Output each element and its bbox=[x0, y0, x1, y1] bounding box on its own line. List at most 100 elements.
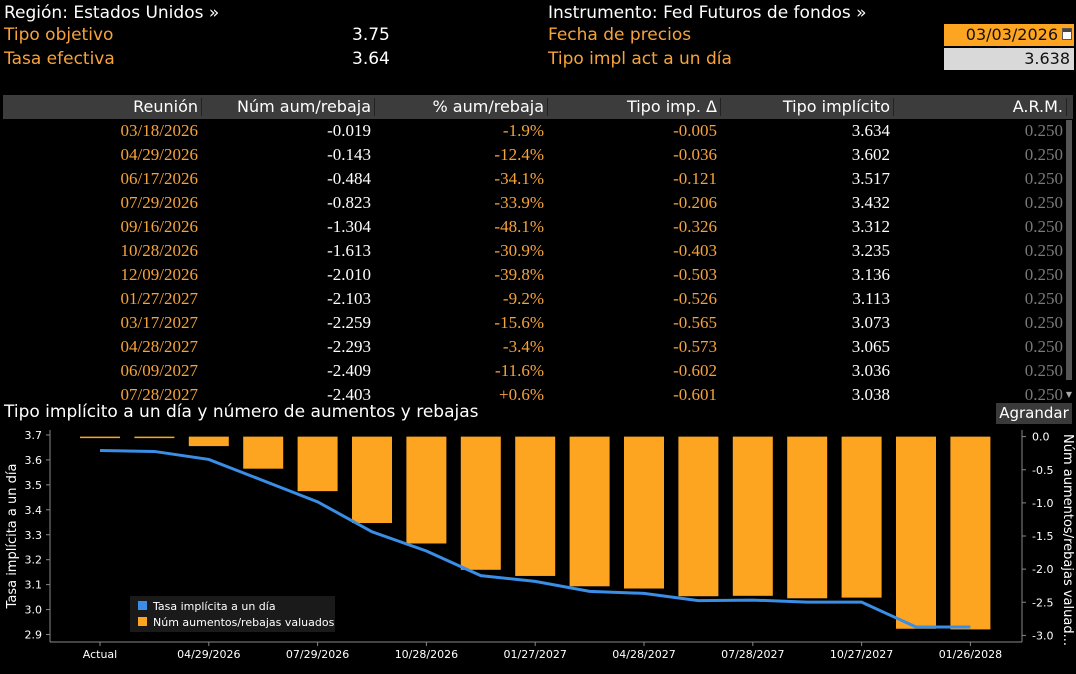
scroll-down-icon[interactable]: ▼ bbox=[1065, 390, 1073, 399]
cell-pct-hikes: -12.4% bbox=[494, 145, 544, 164]
y2-tick-label: -1.0 bbox=[1032, 497, 1053, 510]
cell-meeting-date: 07/29/2026 bbox=[120, 193, 198, 212]
table-row[interactable]: 06/09/2027 -2.409 -11.6% -0.602 3.036 0.250 bbox=[3, 359, 1073, 383]
bar-hikes-09/16/2026 bbox=[352, 436, 392, 524]
x-tick-label: 10/28/2026 bbox=[395, 648, 458, 661]
effective-rate-value: 3.64 bbox=[352, 49, 390, 69]
cell-pct-hikes: -9.2% bbox=[502, 289, 544, 308]
table-row[interactable]: 10/28/2026 -1.613 -30.9% -0.403 3.235 0.250 bbox=[3, 239, 1073, 263]
cell-implied-rate: 3.113 bbox=[852, 289, 890, 308]
bar-hikes-09/15/2027 bbox=[787, 436, 828, 599]
cell-implied-rate: 3.136 bbox=[851, 265, 890, 284]
meetings-table: Reunión Núm aum/rebaja % aum/rebaja Tipo… bbox=[3, 95, 1073, 402]
y2-tick-label: -3.0 bbox=[1032, 629, 1053, 642]
col-header-pct-hikes[interactable]: % aum/rebaja bbox=[376, 95, 548, 119]
cell-num-hikes: -2.259 bbox=[327, 313, 371, 332]
x-tick-label: Actual bbox=[83, 648, 117, 661]
scrollbar-thumb[interactable] bbox=[1066, 120, 1072, 380]
cell-num-hikes: -2.403 bbox=[327, 385, 371, 402]
cell-arm: 0.250 bbox=[1024, 121, 1063, 140]
cell-pct-hikes: -34.1% bbox=[494, 169, 544, 188]
target-rate-value: 3.75 bbox=[352, 25, 390, 45]
cell-arm: 0.250 bbox=[1024, 193, 1063, 212]
x-tick-label: 07/28/2027 bbox=[721, 648, 784, 661]
implied-rate-value: 3.638 bbox=[944, 48, 1074, 70]
table-row[interactable]: 07/29/2026 -0.823 -33.9% -0.206 3.432 0.250 bbox=[3, 191, 1073, 215]
price-date-label: Fecha de precios bbox=[548, 25, 692, 45]
cell-num-hikes: -2.010 bbox=[327, 265, 371, 284]
implied-rate-label: Tipo impl act a un día bbox=[548, 49, 732, 69]
bar-hikes-06/17/2026 bbox=[243, 436, 284, 469]
table-row[interactable]: 03/17/2027 -2.259 -15.6% -0.565 3.073 0.250 bbox=[3, 311, 1073, 335]
cell-pct-hikes: -1.9% bbox=[502, 121, 544, 140]
bar-hikes-01/26/2028 bbox=[950, 436, 991, 630]
cell-implied-rate: 3.602 bbox=[851, 145, 890, 164]
cell-pct-hikes: -39.8% bbox=[494, 265, 544, 284]
calendar-icon[interactable] bbox=[1062, 28, 1072, 40]
cell-meeting-date: 10/28/2026 bbox=[120, 241, 198, 260]
col-header-arm[interactable]: A.R.M. bbox=[895, 95, 1067, 119]
cell-arm: 0.250 bbox=[1024, 145, 1063, 164]
bar-hikes-12/09/2026 bbox=[460, 436, 501, 570]
instrument-selector[interactable]: Instrumento: Fed Futuros de fondos » bbox=[548, 3, 867, 23]
cell-meeting-date: 09/16/2026 bbox=[120, 217, 198, 236]
cell-implied-delta: -0.036 bbox=[673, 145, 717, 164]
y-tick-label: 3.5 bbox=[25, 479, 43, 492]
cell-meeting-date: 01/27/2027 bbox=[120, 289, 198, 308]
region-selector[interactable]: Región: Estados Unidos » bbox=[4, 3, 220, 23]
implied-rate-line bbox=[99, 448, 971, 629]
cell-implied-rate: 3.073 bbox=[851, 313, 890, 332]
cell-implied-delta: -0.121 bbox=[673, 169, 717, 188]
cell-arm: 0.250 bbox=[1024, 313, 1063, 332]
table-row[interactable]: 03/18/2026 -0.019 -1.9% -0.005 3.634 0.250 bbox=[3, 119, 1073, 143]
cell-meeting-date: 06/17/2026 bbox=[120, 169, 198, 188]
cell-implied-rate: 3.235 bbox=[851, 241, 890, 260]
y2-tick-label: -0.5 bbox=[1032, 464, 1053, 477]
cell-implied-delta: -0.206 bbox=[673, 193, 717, 212]
table-row[interactable]: 09/16/2026 -1.304 -48.1% -0.326 3.312 0.250 bbox=[3, 215, 1073, 239]
cell-pct-hikes: -30.9% bbox=[494, 241, 544, 260]
cell-pct-hikes: -48.1% bbox=[494, 217, 544, 236]
cell-arm: 0.250 bbox=[1024, 265, 1063, 284]
y-tick-label: 2.9 bbox=[25, 629, 43, 642]
cell-implied-delta: -0.326 bbox=[673, 217, 717, 236]
cell-arm: 0.250 bbox=[1024, 337, 1063, 356]
bar-hikes-10/27/2027 bbox=[841, 436, 882, 598]
expand-button[interactable]: Agrandar bbox=[996, 403, 1072, 424]
cell-num-hikes: -0.484 bbox=[327, 169, 371, 188]
col-header-num-hikes[interactable]: Núm aum/rebaja bbox=[203, 95, 375, 119]
cell-implied-delta: -0.503 bbox=[673, 265, 717, 284]
legend-box bbox=[130, 596, 335, 632]
cell-arm: 0.250 bbox=[1024, 385, 1063, 402]
cell-implied-delta: -0.602 bbox=[673, 361, 717, 380]
bar-hikes-04/28/2027 bbox=[624, 436, 664, 589]
table-row[interactable]: 04/29/2026 -0.143 -12.4% -0.036 3.602 0.250 bbox=[3, 143, 1073, 167]
col-header-implied-delta[interactable]: Tipo imp. Δ bbox=[549, 95, 721, 119]
bar-hikes-07/29/2026 bbox=[297, 436, 338, 492]
y-tick-label: 3.7 bbox=[25, 429, 43, 442]
table-row[interactable]: 01/27/2027 -2.103 -9.2% -0.526 3.113 0.250 bbox=[3, 287, 1073, 311]
col-header-meeting[interactable]: Reunión bbox=[3, 95, 202, 119]
cell-implied-rate: 3.038 bbox=[851, 385, 890, 402]
cell-implied-delta: -0.565 bbox=[673, 313, 717, 332]
cell-num-hikes: -1.613 bbox=[327, 241, 371, 260]
bar-hikes-12/08/2027 bbox=[896, 436, 936, 629]
cell-meeting-date: 03/18/2026 bbox=[120, 121, 198, 140]
table-row[interactable]: 06/17/2026 -0.484 -34.1% -0.121 3.517 0.250 bbox=[3, 167, 1073, 191]
y-tick-label: 3.1 bbox=[25, 579, 43, 592]
x-tick-label: 04/28/2027 bbox=[612, 648, 675, 661]
target-rate-label: Tipo objetivo bbox=[4, 25, 114, 45]
price-date-input[interactable]: 03/03/2026 bbox=[944, 24, 1074, 46]
table-row[interactable]: 04/28/2027 -2.293 -3.4% -0.573 3.065 0.250 bbox=[3, 335, 1073, 359]
table-row[interactable]: 07/28/2027 -2.403 +0.6% -0.601 3.038 0.250 bbox=[3, 383, 1073, 402]
cell-implied-rate: 3.065 bbox=[851, 337, 890, 356]
table-body: 03/18/2026 -0.019 -1.9% -0.005 3.634 0.250 04/… bbox=[3, 119, 1073, 402]
cell-implied-rate: 3.634 bbox=[851, 121, 890, 140]
legend-label-bar: Núm aumentos/rebajas valuados bbox=[153, 616, 335, 629]
cell-pct-hikes: -3.4% bbox=[502, 337, 544, 356]
table-row[interactable]: 12/09/2026 -2.010 -39.8% -0.503 3.136 0.250 bbox=[3, 263, 1073, 287]
table-scrollbar[interactable]: ▼ bbox=[1064, 120, 1074, 402]
col-header-implied-rate[interactable]: Tipo implícito bbox=[722, 95, 894, 119]
bar-hikes-03/17/2027 bbox=[569, 436, 610, 587]
legend-label-line: Tasa implícita a un día bbox=[152, 600, 276, 613]
